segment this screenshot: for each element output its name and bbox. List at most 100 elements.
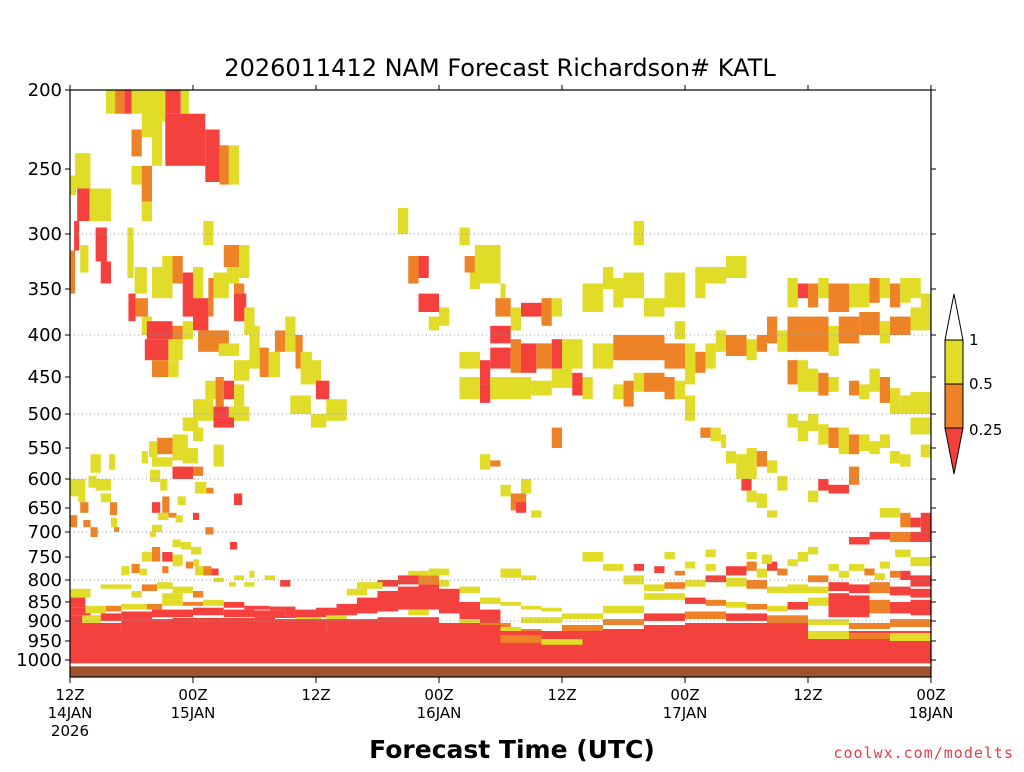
data-cell <box>141 584 158 591</box>
data-cell <box>152 457 173 467</box>
data-cell <box>131 591 142 598</box>
data-cell <box>818 424 829 445</box>
data-cell <box>920 512 931 532</box>
data-cell <box>428 316 439 331</box>
data-cell <box>828 377 839 392</box>
data-cell <box>910 278 921 299</box>
data-cell <box>148 441 158 458</box>
data-cell <box>182 602 204 606</box>
data-cell <box>182 321 193 340</box>
data-cell <box>895 549 911 557</box>
data-cell <box>910 599 931 616</box>
data-cell <box>910 391 931 414</box>
data-cell <box>268 351 281 377</box>
y-tick-label: 950 <box>28 631 62 652</box>
data-cell <box>879 278 890 299</box>
data-cell <box>144 339 169 361</box>
data-cell <box>157 437 173 455</box>
colorbar-bottom-arrow <box>944 427 964 475</box>
data-cell <box>346 588 368 596</box>
data-cell <box>644 593 685 600</box>
data-cell <box>521 343 537 373</box>
data-cell <box>510 339 521 373</box>
data-cell <box>418 293 439 312</box>
y-tick-label: 400 <box>28 325 62 346</box>
data-cell <box>377 580 398 587</box>
data-cell <box>146 603 163 610</box>
data-cell <box>705 343 716 369</box>
x-tick-label: 2026 <box>51 722 89 740</box>
data-cell <box>439 588 460 614</box>
colorbar-orange-segment <box>944 383 964 429</box>
y-tick-label: 300 <box>28 224 62 245</box>
data-cell <box>269 606 296 611</box>
data-cell <box>654 566 665 574</box>
data-cell <box>121 611 152 620</box>
data-cell <box>761 554 773 564</box>
data-cell <box>490 347 511 369</box>
data-cell <box>869 441 880 455</box>
x-tick-label: 14JAN <box>48 704 93 722</box>
data-cell <box>500 484 511 497</box>
data-cell <box>474 245 501 284</box>
x-tick-label: 00Z <box>916 686 945 704</box>
data-cell <box>280 580 291 587</box>
y-tick-label: 850 <box>28 592 62 613</box>
data-cell <box>613 335 665 361</box>
data-cell <box>249 570 255 578</box>
data-cell <box>495 298 511 317</box>
data-cell <box>78 479 86 503</box>
data-cell <box>890 283 901 308</box>
y-tick-label: 450 <box>28 367 62 388</box>
data-cell <box>741 479 752 491</box>
data-cell <box>890 619 931 627</box>
data-cell <box>603 267 614 289</box>
data-cell <box>890 532 911 542</box>
y-tick-label: 600 <box>28 469 62 490</box>
data-cell <box>480 360 491 385</box>
data-cell <box>838 570 849 578</box>
data-cell <box>890 451 901 464</box>
data-cell <box>797 552 808 562</box>
data-cell <box>531 510 542 518</box>
data-cell <box>82 615 101 623</box>
data-cell <box>124 90 132 114</box>
data-cell <box>223 602 245 608</box>
data-cell <box>146 321 173 340</box>
x-tick-label: 12Z <box>793 686 822 704</box>
data-cell <box>158 512 169 520</box>
data-cell <box>562 625 603 631</box>
data-cell <box>377 591 398 612</box>
data-cell <box>408 609 429 616</box>
data-cell <box>664 343 685 369</box>
data-cell <box>869 532 890 540</box>
data-cell <box>521 479 532 494</box>
colorbar-label: 0.5 <box>969 375 993 393</box>
data-cell <box>244 582 255 587</box>
data-cell <box>234 293 247 322</box>
y-tick-label: 250 <box>28 159 62 180</box>
data-cell <box>633 563 644 571</box>
data-cell <box>521 575 537 580</box>
data-cell <box>172 554 183 567</box>
data-cell <box>316 607 337 618</box>
data-cell <box>849 466 860 485</box>
data-cell <box>234 575 245 580</box>
data-cell <box>890 570 901 578</box>
data-cell <box>162 256 173 299</box>
y-tick-label: 550 <box>28 438 62 459</box>
x-tick-label: 15JAN <box>171 704 216 722</box>
data-cell <box>797 360 808 392</box>
data-cell <box>244 307 255 335</box>
data-cell <box>285 316 296 352</box>
data-cell <box>562 339 583 369</box>
data-cell <box>767 586 788 594</box>
data-cell <box>838 427 849 455</box>
data-cell <box>746 552 757 560</box>
x-tick-label: 12Z <box>301 686 330 704</box>
data-cell <box>121 566 130 576</box>
x-tick-label: 18JAN <box>909 704 954 722</box>
data-cell <box>859 384 870 400</box>
data-cell <box>756 335 767 352</box>
data-cell <box>879 377 890 403</box>
